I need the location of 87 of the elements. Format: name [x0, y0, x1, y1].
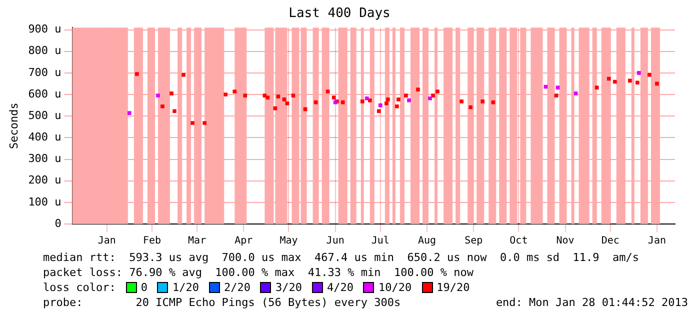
x-tick-label: May [280, 236, 298, 247]
point [170, 92, 174, 96]
point [480, 100, 485, 104]
point [491, 100, 496, 104]
chart-title: Last 400 Days [288, 6, 390, 22]
legend-label: 3/20 [274, 280, 302, 295]
point [395, 104, 399, 108]
legend-label: 0 [140, 280, 148, 295]
legend-label: 1/20 [171, 280, 199, 295]
point [190, 121, 194, 125]
point [128, 111, 132, 115]
point [396, 98, 400, 102]
point [436, 90, 440, 94]
legend-label: 10/20 [377, 280, 412, 295]
legend-label: 2/20 [222, 280, 250, 295]
point [282, 98, 286, 102]
point [332, 96, 336, 100]
legend-title: loss color: [43, 280, 116, 295]
y-tick-label: 200 u [28, 174, 62, 187]
point [340, 100, 345, 104]
point [594, 86, 599, 90]
x-tick-label: Jun [326, 236, 344, 247]
x-tick-label: Mar [188, 236, 206, 247]
point [378, 103, 382, 108]
text: end: Mon Jan 28 01:44:52 2013 [496, 295, 688, 310]
y-tick-label: 800 u [28, 44, 62, 58]
x-tick-label: Jan [648, 236, 666, 247]
point [431, 94, 435, 98]
point [554, 94, 558, 98]
point [404, 94, 408, 98]
x-tick-label: Feb [142, 236, 161, 247]
point [612, 80, 617, 84]
point [386, 98, 390, 102]
point [428, 96, 432, 100]
point [416, 88, 420, 92]
text: packet loss: 76.90 % avg 100.00 % max 41.33 % min 100.00 % now [43, 265, 474, 280]
x-tick-label: Apr [234, 236, 253, 247]
x-tick-label: Dec [601, 236, 620, 247]
legend-label: 4/20 [326, 280, 354, 295]
point [460, 100, 464, 104]
x-tick-label: Sep [464, 236, 483, 247]
point [276, 94, 280, 98]
y-tick-label: 500 u [28, 108, 62, 122]
point [655, 82, 659, 86]
x-tick-label: Oct [510, 236, 528, 247]
point [182, 72, 186, 77]
text: median rtt: 593.3 us avg 700.0 us max 467.4 us min 650.2 us now 0.0 ms sd 11.9 am/s [43, 250, 640, 265]
point [648, 72, 652, 77]
y-tick-label: 100 u [28, 195, 62, 208]
point [636, 80, 640, 85]
point [285, 101, 290, 106]
point [384, 101, 388, 106]
point [232, 90, 237, 94]
y-tick-label: 300 u [28, 152, 62, 166]
point [156, 94, 160, 98]
point [262, 94, 267, 98]
point [606, 76, 611, 81]
legend-label: 19/20 [436, 280, 470, 295]
y-axis-title: Seconds [7, 102, 20, 149]
point [360, 100, 364, 104]
point [468, 105, 473, 110]
point [135, 72, 139, 76]
point [160, 104, 164, 108]
text: probe: 20 ICMP Echo Pings (56 Bytes) every 300s [43, 295, 401, 310]
x-tick-label: Jan [98, 236, 116, 247]
point [407, 98, 411, 102]
point [574, 92, 578, 96]
y-tick-label: 400 u [28, 130, 62, 144]
point [637, 71, 641, 75]
point [266, 96, 270, 100]
y-tick-label: 600 u [28, 87, 62, 100]
y-tick-label: 0 [54, 216, 62, 230]
point [628, 78, 632, 83]
y-tick-label: 700 u [28, 66, 62, 79]
point [224, 92, 228, 96]
x-tick-label: Nov [556, 236, 574, 247]
point [243, 94, 248, 98]
point [172, 109, 176, 114]
point [377, 109, 381, 114]
x-tick-label: Jul [371, 236, 390, 247]
point [364, 96, 369, 100]
x-tick-label: Aug [418, 236, 436, 247]
point [556, 86, 560, 90]
point [202, 121, 206, 125]
point [326, 90, 330, 94]
point [291, 94, 296, 98]
y-tick-label: 900 u [28, 22, 62, 36]
